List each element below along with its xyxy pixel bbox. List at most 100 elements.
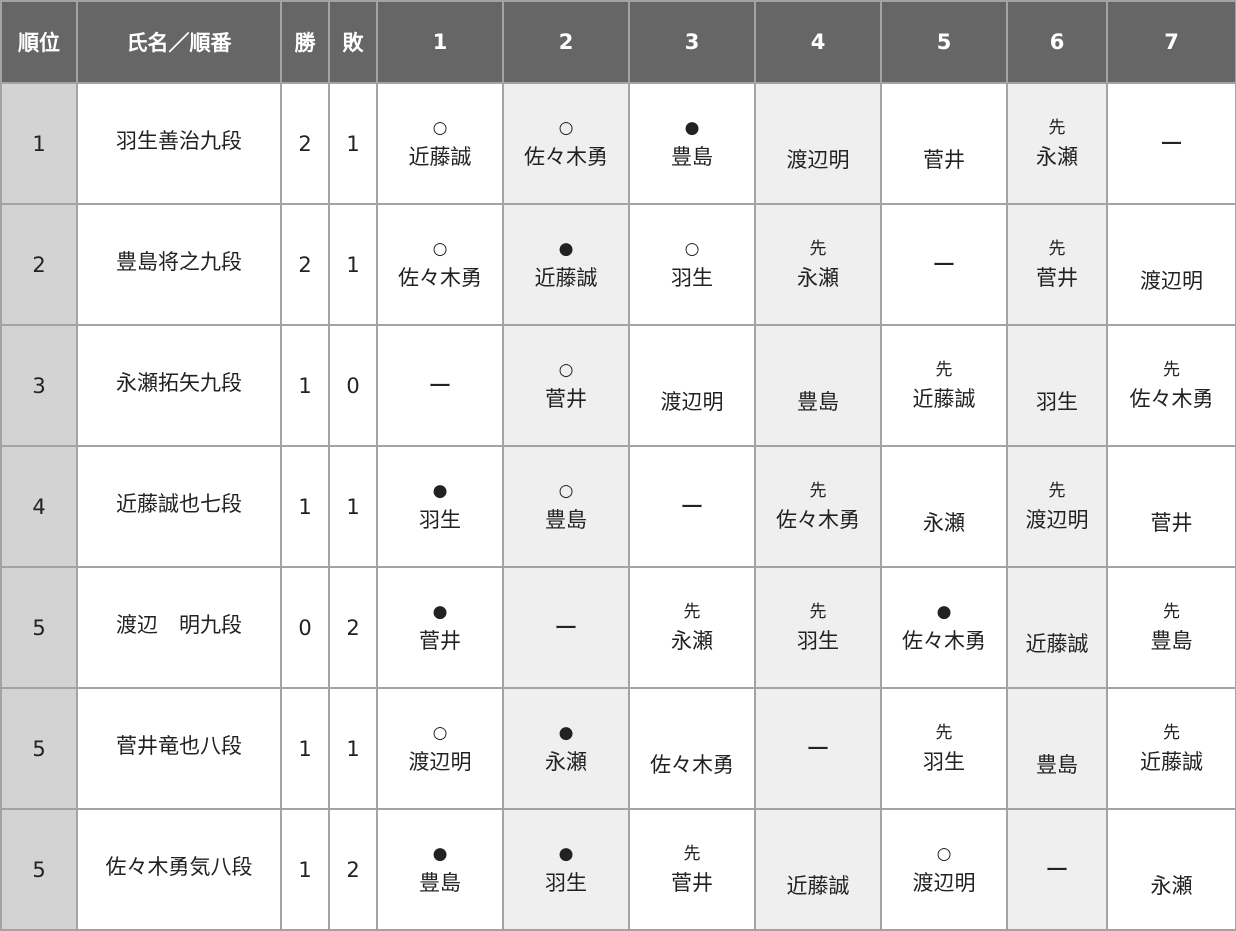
game-result: ○ 豊島 xyxy=(504,447,628,566)
game-result: 永瀬 xyxy=(882,447,1006,566)
game-cell-round-5: 先近藤誠 xyxy=(880,324,1008,447)
opponent-name: 豊島 xyxy=(671,144,713,169)
opponent-name: 佐々木勇 xyxy=(398,265,482,290)
opponent-name: 近藤誠 xyxy=(1140,749,1203,774)
rank-cell: 5 xyxy=(0,808,78,931)
opponent-name: 羽生 xyxy=(419,507,461,532)
game-cell-round-6: 先渡辺明 xyxy=(1006,445,1108,568)
losses-cell: 1 xyxy=(328,82,378,205)
header-wins: 勝 xyxy=(280,0,330,84)
no-game-dash: ー xyxy=(680,492,704,521)
player-name-cell: 佐々木勇気八段 xyxy=(76,808,282,931)
header-round-3: 3 xyxy=(628,0,756,84)
result-mark: ○ xyxy=(558,117,574,138)
game-cell-round-6: 近藤誠 xyxy=(1006,566,1108,689)
header-row: 順位 氏名／順番勝敗 1 2 3 4 5 6 7 xyxy=(0,0,1236,84)
opponent-name: 渡辺明 xyxy=(660,389,724,414)
opponent-name: 近藤誠 xyxy=(534,265,598,290)
game-result: ー xyxy=(1008,810,1106,929)
player-name-cell: 羽生善治九段 xyxy=(76,82,282,205)
game-result: 先菅井 xyxy=(630,810,754,929)
result-mark: 先 xyxy=(683,601,701,622)
opponent-name: 渡辺明 xyxy=(912,870,976,895)
opponent-name: 近藤誠 xyxy=(786,873,850,898)
header-round-1: 1 xyxy=(376,0,504,84)
table-row: 3 永瀬拓矢九段 1 0 ー ○ 菅井 渡辺明 豊島先近藤誠 羽生先佐々木勇 xyxy=(0,324,1236,447)
result-mark: ● xyxy=(936,601,952,622)
player-name-cell: 菅井竜也八段 xyxy=(76,687,282,810)
opponent-name: 永瀬 xyxy=(923,510,965,535)
game-result: ー xyxy=(630,447,754,566)
game-result: ○ 近藤誠 xyxy=(378,84,502,203)
result-mark: 先 xyxy=(1048,238,1066,259)
game-result: ー xyxy=(504,568,628,687)
wins-cell: 1 xyxy=(280,687,330,810)
game-cell-round-4: ー xyxy=(754,687,882,810)
opponent-name: 佐々木勇 xyxy=(1129,386,1214,411)
losses-cell: 2 xyxy=(328,808,378,931)
opponent-name: 永瀬 xyxy=(671,628,713,653)
game-result: 先近藤誠 xyxy=(1108,689,1235,808)
game-result: 豊島 xyxy=(1008,689,1106,808)
result-mark: 先 xyxy=(1048,480,1066,501)
result-mark: 先 xyxy=(683,843,701,864)
opponent-name: 近藤誠 xyxy=(1025,631,1089,656)
header-round-2: 2 xyxy=(502,0,630,84)
result-mark: ● xyxy=(558,843,574,864)
no-game-dash: ー xyxy=(428,371,452,400)
opponent-name: 豊島 xyxy=(1150,628,1193,653)
result-mark: 先 xyxy=(809,238,827,259)
game-cell-round-6: 豊島 xyxy=(1006,687,1108,810)
game-result: 先佐々木勇 xyxy=(756,447,880,566)
game-cell-round-7: ー xyxy=(1106,82,1236,205)
opponent-name: 菅井 xyxy=(1036,265,1078,290)
game-result: ー xyxy=(378,326,502,445)
header-round-7: 7 xyxy=(1106,0,1236,84)
player-name-cell: 永瀬拓矢九段 xyxy=(76,324,282,447)
result-mark: 先 xyxy=(1163,601,1180,622)
table-row: 2 豊島将之九段 2 1 ○ 佐々木勇 ● 近藤誠 ○ 羽生先永瀬ー先菅井 渡辺明 xyxy=(0,203,1236,326)
losses-cell: 2 xyxy=(328,566,378,689)
game-cell-round-2: ○ 菅井 xyxy=(502,324,630,447)
opponent-name: 佐々木勇 xyxy=(524,144,608,169)
result-mark: 先 xyxy=(935,722,953,743)
opponent-name: 渡辺明 xyxy=(1140,268,1203,293)
losses-cell: 1 xyxy=(328,687,378,810)
header-round-5: 5 xyxy=(880,0,1008,84)
game-result: ー xyxy=(882,205,1006,324)
game-cell-round-2: ー xyxy=(502,566,630,689)
game-cell-round-1: ○ 近藤誠 xyxy=(376,82,504,205)
game-cell-round-7: 菅井 xyxy=(1106,445,1236,568)
game-cell-round-2: ● 羽生 xyxy=(502,808,630,931)
game-result: ● 近藤誠 xyxy=(504,205,628,324)
game-cell-round-6: 先菅井 xyxy=(1006,203,1108,326)
result-mark: 先 xyxy=(1163,359,1180,380)
game-cell-round-3: 先菅井 xyxy=(628,808,756,931)
rank-cell: 3 xyxy=(0,324,78,447)
game-cell-round-3: ● 豊島 xyxy=(628,82,756,205)
player-name-cell: 渡辺 明九段 xyxy=(76,566,282,689)
opponent-name: 渡辺明 xyxy=(1025,507,1089,532)
result-mark: ● xyxy=(432,480,448,501)
result-mark: ○ xyxy=(558,480,574,501)
game-result: ○ 菅井 xyxy=(504,326,628,445)
result-mark: 先 xyxy=(809,480,827,501)
game-result: 先菅井 xyxy=(1008,205,1106,324)
opponent-name: 菅井 xyxy=(923,147,965,172)
losses-cell: 1 xyxy=(328,203,378,326)
result-mark: ○ xyxy=(936,843,952,864)
table-row: 5 菅井竜也八段 1 1 ○ 渡辺明 ● 永瀬 佐々木勇ー先羽生 豊島先近藤誠 xyxy=(0,687,1236,810)
game-result: ● 豊島 xyxy=(630,84,754,203)
game-result: ● 菅井 xyxy=(378,568,502,687)
wins-cell: 1 xyxy=(280,808,330,931)
opponent-name: 近藤誠 xyxy=(408,144,472,169)
table-row: 1 羽生善治九段 2 1 ○ 近藤誠 ○ 佐々木勇 ● 豊島 渡辺明 菅井先永瀬ー xyxy=(0,82,1236,205)
game-result: 先近藤誠 xyxy=(882,326,1006,445)
game-result: 佐々木勇 xyxy=(630,689,754,808)
game-result: 先永瀬 xyxy=(756,205,880,324)
game-result: ● 永瀬 xyxy=(504,689,628,808)
game-cell-round-2: ● 永瀬 xyxy=(502,687,630,810)
table-row: 5 佐々木勇気八段 1 2 ● 豊島 ● 羽生先菅井 近藤誠 ○ 渡辺明ー永瀬 xyxy=(0,808,1236,931)
game-cell-round-5: 菅井 xyxy=(880,82,1008,205)
game-cell-round-3: 佐々木勇 xyxy=(628,687,756,810)
